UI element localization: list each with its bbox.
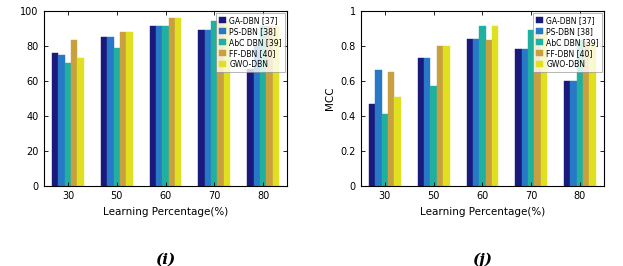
Bar [430,86,437,186]
Bar [59,55,65,186]
Bar [169,18,175,186]
Bar [577,40,583,186]
Bar [521,49,528,186]
Bar [113,48,120,186]
Bar [485,40,492,186]
Bar [535,32,541,186]
Bar [515,49,521,186]
Legend: GA-DBN [37], PS-DBN [38], AbC DBN [39], FF-DBN [40], GWO-DBN: GA-DBN [37], PS-DBN [38], AbC DBN [39], … [533,13,602,72]
Bar [492,26,498,186]
Text: (i): (i) [155,253,176,266]
Bar [424,58,430,186]
Bar [479,26,485,186]
Bar [564,81,571,186]
Bar [589,44,596,186]
Bar [473,39,479,186]
Bar [571,81,577,186]
Legend: GA-DBN [37], PS-DBN [38], AbC DBN [39], FF-DBN [40], GWO-DBN: GA-DBN [37], PS-DBN [38], AbC DBN [39], … [216,13,285,72]
Bar [394,97,401,186]
Bar [272,26,279,186]
Bar [211,21,217,186]
X-axis label: Learning Percentage(%): Learning Percentage(%) [420,207,545,217]
Bar [217,21,224,186]
Bar [388,72,394,186]
Bar [52,53,59,186]
Bar [107,37,113,186]
Bar [437,46,443,186]
Bar [101,37,107,186]
Bar [120,32,126,186]
Bar [369,104,376,186]
Bar [528,30,535,186]
Bar [382,114,388,186]
Bar [254,46,260,186]
Bar [175,18,181,186]
Bar [443,46,450,186]
Bar [418,58,424,186]
Bar [77,58,84,186]
Text: (j): (j) [472,253,492,266]
Bar [467,39,473,186]
Y-axis label: MCC: MCC [325,87,335,110]
Bar [541,32,547,186]
X-axis label: Learning Percentage(%): Learning Percentage(%) [103,207,228,217]
Bar [150,26,156,186]
Bar [198,30,205,186]
Bar [126,32,133,186]
Bar [583,42,589,186]
Bar [247,69,254,186]
Bar [224,21,230,186]
Bar [266,26,272,186]
Bar [260,26,266,186]
Bar [376,70,382,186]
Bar [156,26,163,186]
Bar [71,40,77,186]
Bar [163,26,169,186]
Bar [65,63,71,186]
Bar [205,30,211,186]
